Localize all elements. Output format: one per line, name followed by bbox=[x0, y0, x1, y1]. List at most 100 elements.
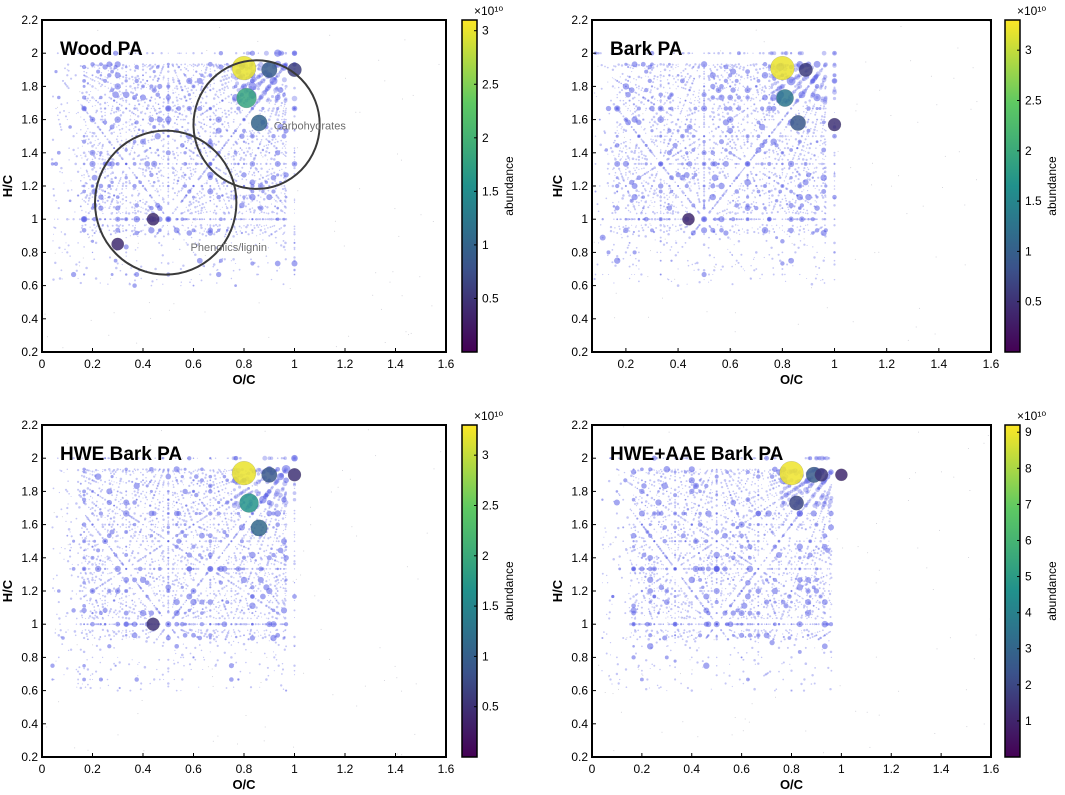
data-point bbox=[733, 218, 735, 220]
data-point bbox=[750, 112, 753, 115]
data-point bbox=[739, 113, 741, 115]
data-point bbox=[175, 91, 177, 93]
data-point bbox=[740, 79, 742, 81]
data-point bbox=[97, 138, 99, 141]
data-point bbox=[119, 103, 121, 106]
data-point bbox=[619, 171, 621, 173]
data-point bbox=[703, 194, 706, 197]
data-point bbox=[753, 129, 755, 131]
data-point bbox=[97, 126, 99, 128]
data-point bbox=[157, 167, 160, 170]
data-point bbox=[652, 210, 655, 214]
data-point bbox=[703, 180, 705, 182]
data-point bbox=[167, 114, 169, 117]
data-point bbox=[80, 103, 82, 105]
data-point bbox=[173, 174, 176, 177]
data-point bbox=[230, 147, 233, 149]
data-point bbox=[659, 134, 663, 138]
data-point bbox=[251, 207, 254, 209]
data-point bbox=[119, 109, 122, 112]
data-point bbox=[206, 116, 208, 118]
data-point bbox=[723, 116, 725, 118]
data-point bbox=[120, 177, 122, 179]
data-point bbox=[188, 204, 191, 207]
data-point bbox=[275, 138, 277, 141]
data-point bbox=[52, 194, 56, 197]
data-point bbox=[185, 194, 188, 197]
data-point bbox=[114, 116, 121, 123]
data-point bbox=[293, 248, 296, 251]
data-point bbox=[147, 104, 150, 107]
data-point bbox=[248, 111, 251, 114]
data-point bbox=[75, 263, 78, 266]
data-point bbox=[204, 91, 207, 94]
data-point bbox=[115, 106, 120, 111]
data-point bbox=[117, 182, 120, 185]
data-point bbox=[142, 110, 144, 112]
data-point bbox=[282, 109, 285, 112]
data-point bbox=[104, 218, 107, 221]
data-point bbox=[677, 168, 679, 171]
data-point bbox=[67, 69, 70, 72]
data-point bbox=[250, 189, 252, 192]
data-point bbox=[761, 89, 764, 92]
data-point bbox=[667, 202, 670, 206]
data-point bbox=[675, 240, 677, 242]
data-point bbox=[743, 95, 745, 98]
data-point bbox=[819, 139, 822, 142]
data-point bbox=[184, 140, 187, 143]
data-point bbox=[628, 194, 631, 197]
data-point bbox=[206, 155, 209, 157]
data-point bbox=[53, 161, 59, 166]
data-point bbox=[656, 75, 659, 78]
data-point bbox=[730, 134, 734, 138]
data-point bbox=[250, 155, 252, 157]
data-point bbox=[753, 269, 756, 272]
data-point bbox=[209, 118, 212, 121]
data-point bbox=[98, 183, 104, 189]
data-point bbox=[81, 91, 84, 95]
data-point bbox=[172, 89, 174, 91]
data-point bbox=[232, 143, 235, 146]
data-point bbox=[107, 174, 110, 177]
data-point bbox=[284, 249, 286, 251]
data-point bbox=[224, 158, 227, 160]
data-point bbox=[659, 99, 662, 102]
data-point bbox=[199, 125, 203, 129]
data-point bbox=[625, 171, 627, 174]
data-point bbox=[697, 95, 700, 98]
data-point bbox=[244, 141, 248, 144]
data-point bbox=[238, 225, 241, 228]
data-point bbox=[763, 256, 765, 259]
data-point bbox=[223, 143, 226, 146]
data-point bbox=[833, 224, 836, 227]
data-point bbox=[291, 50, 298, 56]
data-point bbox=[793, 205, 795, 207]
data-point bbox=[145, 71, 147, 74]
data-point bbox=[709, 99, 712, 102]
data-point bbox=[271, 167, 274, 170]
data-point bbox=[727, 125, 730, 129]
data-point bbox=[697, 109, 700, 112]
data-point bbox=[718, 198, 721, 201]
data-point bbox=[99, 74, 103, 77]
data-point bbox=[620, 150, 624, 153]
data-point bbox=[656, 135, 659, 138]
data-point bbox=[268, 174, 270, 176]
data-point bbox=[86, 130, 88, 132]
data-point bbox=[218, 187, 221, 190]
data-point bbox=[158, 163, 161, 165]
data-point bbox=[199, 273, 201, 276]
data-point bbox=[85, 91, 88, 94]
data-point bbox=[206, 75, 209, 77]
data-point bbox=[293, 159, 296, 161]
data-point bbox=[119, 212, 122, 215]
data-point bbox=[697, 182, 700, 185]
data-point bbox=[788, 202, 794, 208]
data-point bbox=[50, 162, 55, 166]
data-point bbox=[266, 218, 269, 221]
data-point bbox=[134, 64, 139, 70]
data-point bbox=[219, 169, 222, 172]
data-point bbox=[176, 152, 178, 154]
data-point bbox=[185, 135, 188, 138]
